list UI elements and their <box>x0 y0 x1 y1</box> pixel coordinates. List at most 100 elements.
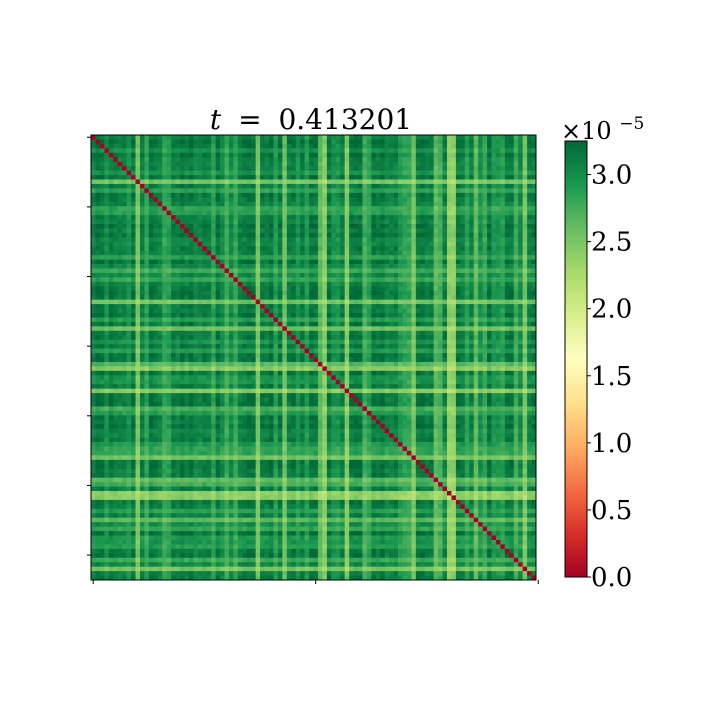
heatmap-cell <box>491 166 497 171</box>
heatmap-cell <box>184 170 190 176</box>
heatmap-cell <box>415 143 421 149</box>
heatmap-cell <box>313 135 319 140</box>
heatmap-cell <box>393 228 399 234</box>
heatmap-cell <box>162 228 167 234</box>
heatmap-cell <box>429 201 434 207</box>
heatmap-cell <box>273 197 279 203</box>
heatmap-cell <box>251 330 256 336</box>
heatmap-cell <box>260 335 265 341</box>
heatmap-cell <box>451 197 457 203</box>
heatmap-cell <box>509 166 515 171</box>
heatmap-cell <box>144 152 150 158</box>
heatmap-cell <box>188 304 194 309</box>
heatmap-cell <box>455 255 461 260</box>
heatmap-cell <box>309 188 314 194</box>
heatmap-cell <box>495 286 501 292</box>
heatmap-cell <box>220 148 225 154</box>
heatmap-cell <box>144 295 150 300</box>
heatmap-cell <box>113 250 119 256</box>
heatmap-cell <box>531 313 537 318</box>
heatmap-cell <box>340 148 345 154</box>
heatmap-cell <box>184 161 190 167</box>
heatmap-cell <box>509 241 515 247</box>
heatmap-cell <box>389 166 394 171</box>
heatmap-cell <box>99 313 105 318</box>
heatmap-cell <box>398 201 403 207</box>
heatmap-cell <box>504 206 510 211</box>
heatmap-cell <box>300 246 305 252</box>
heatmap-cell <box>264 286 270 292</box>
heatmap-cell <box>215 246 221 252</box>
heatmap-cell <box>398 219 403 225</box>
heatmap-cell <box>447 339 452 345</box>
heatmap-cell <box>113 161 119 167</box>
heatmap-cell <box>148 152 154 158</box>
heatmap-cell <box>277 166 283 171</box>
heatmap-cell <box>171 268 176 274</box>
heatmap-cell <box>366 157 372 163</box>
heatmap-cell <box>495 313 501 318</box>
heatmap-cell <box>326 170 332 176</box>
heatmap-cell <box>491 326 497 332</box>
heatmap-cell <box>126 344 132 349</box>
heatmap-cell <box>469 272 475 278</box>
heatmap-cell <box>522 299 528 305</box>
heatmap-cell <box>206 157 212 163</box>
title-value: 0.413201 <box>278 103 412 136</box>
heatmap-cell <box>424 143 430 149</box>
heatmap-cell <box>197 344 203 349</box>
heatmap-cell <box>131 166 136 171</box>
heatmap-cell <box>389 277 394 283</box>
heatmap-cell <box>429 344 434 349</box>
heatmap-cell <box>522 335 528 341</box>
heatmap-cell <box>188 286 194 292</box>
heatmap-diagonal-cell <box>99 143 105 149</box>
heatmap-cell <box>384 295 390 300</box>
heatmap-cell <box>424 317 430 323</box>
heatmap-cell <box>349 228 354 234</box>
heatmap-cell <box>193 161 199 167</box>
heatmap-cell <box>487 219 492 225</box>
heatmap-cell <box>291 317 297 323</box>
heatmap-cell <box>233 286 239 292</box>
heatmap-cell <box>166 259 172 265</box>
heatmap-cell <box>349 326 354 332</box>
heatmap-cell <box>509 175 515 180</box>
heatmap-cell <box>211 166 216 171</box>
heatmap-cell <box>491 197 497 203</box>
heatmap-cell <box>522 286 528 292</box>
heatmap-cell <box>175 277 181 283</box>
heatmap-cell <box>362 210 368 216</box>
heatmap-cell <box>322 197 328 203</box>
heatmap-cell <box>184 330 190 336</box>
heatmap-cell <box>260 286 265 292</box>
heatmap-cell <box>349 232 354 238</box>
heatmap-cell <box>482 317 488 323</box>
heatmap-cell <box>104 255 110 260</box>
heatmap-cell <box>371 183 377 189</box>
heatmap-cell <box>424 237 430 243</box>
heatmap-cell <box>433 348 439 354</box>
heatmap-cell <box>522 192 528 198</box>
heatmap-cell <box>104 232 110 238</box>
heatmap-cell <box>478 219 483 225</box>
heatmap-cell <box>135 148 141 154</box>
heatmap-cell <box>180 135 185 140</box>
heatmap-cell <box>340 308 345 314</box>
heatmap-cell <box>255 241 261 247</box>
heatmap-cell <box>242 277 248 283</box>
heatmap-cell <box>126 335 132 341</box>
heatmap-cell <box>362 317 368 323</box>
heatmap-cell <box>438 188 443 194</box>
heatmap-cell <box>531 330 537 336</box>
heatmap-cell <box>353 321 359 327</box>
heatmap-cell <box>375 330 381 336</box>
heatmap-cell <box>246 148 252 154</box>
heatmap-cell <box>340 228 345 234</box>
heatmap-cell <box>384 237 390 243</box>
heatmap-cell <box>518 335 523 341</box>
heatmap-cell <box>322 353 328 358</box>
heatmap-cell <box>255 139 261 145</box>
heatmap-cell <box>202 272 208 278</box>
heatmap-cell <box>366 339 372 345</box>
